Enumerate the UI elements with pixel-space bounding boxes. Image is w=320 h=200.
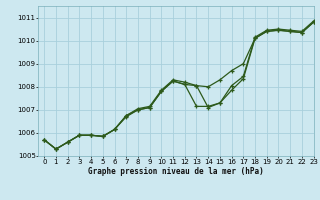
X-axis label: Graphe pression niveau de la mer (hPa): Graphe pression niveau de la mer (hPa) [88, 167, 264, 176]
